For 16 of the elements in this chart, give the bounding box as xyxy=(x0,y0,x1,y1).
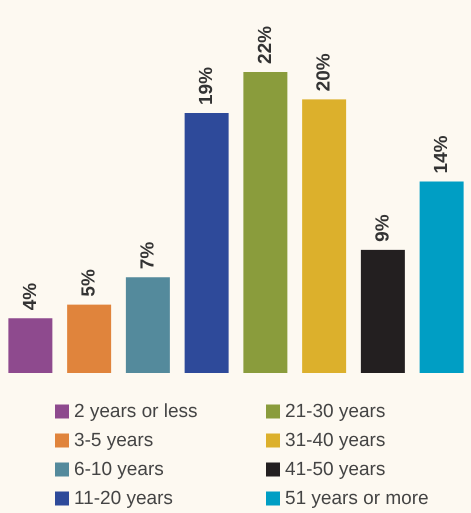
legend-label: 3-5 years xyxy=(74,430,154,451)
data-label: 22% xyxy=(254,26,276,64)
legend-label: 6-10 years xyxy=(74,459,164,480)
data-label: 7% xyxy=(137,242,158,270)
data-label: 14% xyxy=(431,135,452,174)
legend-label: 51 years or more xyxy=(285,488,429,509)
data-label: 5% xyxy=(78,269,100,297)
legend-label: 11-20 years xyxy=(74,488,173,509)
legend-label: 2 years or less xyxy=(74,401,198,422)
data-label: 9% xyxy=(372,214,394,242)
legend-label: 21-30 years xyxy=(285,401,386,422)
data-label: 19% xyxy=(196,66,218,106)
legend-label: 31-40 years xyxy=(285,430,386,451)
data-label: 4% xyxy=(20,282,41,310)
legend-label: 41-50 years xyxy=(285,459,386,480)
data-label: 20% xyxy=(314,53,335,92)
